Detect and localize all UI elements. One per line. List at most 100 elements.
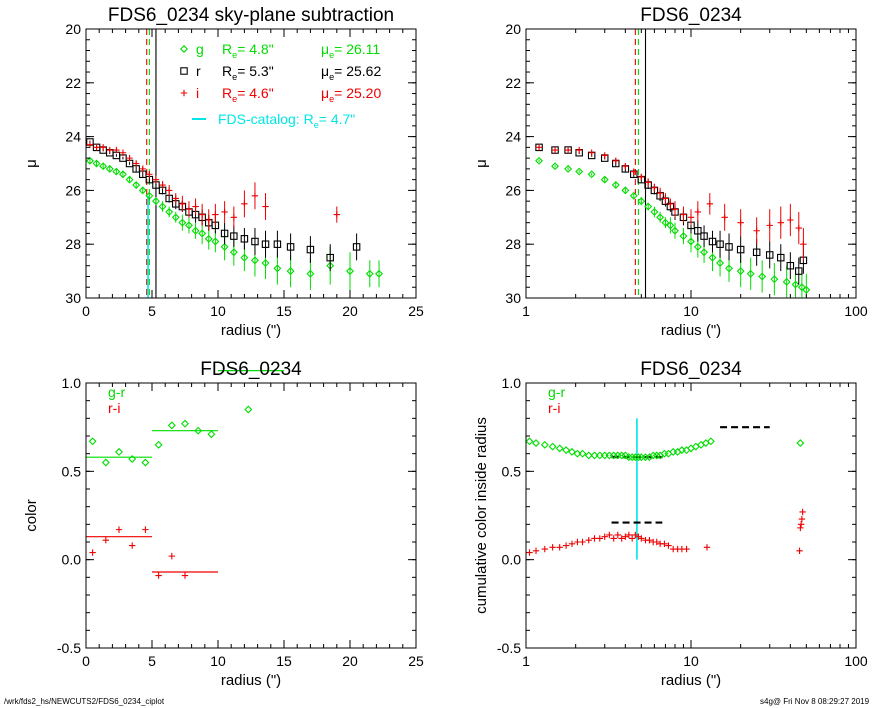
y-axis-label: cumulative color inside radius xyxy=(473,417,490,614)
diamond-marker xyxy=(125,175,134,184)
diamond-marker xyxy=(346,267,354,276)
plus-marker xyxy=(99,144,107,151)
plus-marker xyxy=(139,165,146,173)
plus-marker xyxy=(798,515,806,523)
diamond-marker xyxy=(240,253,249,262)
plus-marker xyxy=(610,535,617,542)
plus-marker xyxy=(796,547,803,555)
y-tick-label: -0.5 xyxy=(57,640,81,656)
legend-mue: μe= 25.20 xyxy=(321,85,381,104)
y-axis-label: μ xyxy=(23,159,40,168)
plus-marker xyxy=(694,208,702,216)
plus-marker xyxy=(588,149,595,156)
x-tick-label: 5 xyxy=(148,303,156,319)
legend-re: Re= 4.6" xyxy=(222,85,274,104)
diamond-marker xyxy=(634,453,643,462)
x-tick-label: 25 xyxy=(408,303,424,319)
plus-marker xyxy=(683,545,690,553)
diamond-marker xyxy=(151,197,160,206)
plus-marker xyxy=(622,162,629,170)
plus-marker xyxy=(159,181,166,189)
diamond-marker xyxy=(229,248,238,257)
diamond-marker xyxy=(637,197,646,206)
diamond-marker xyxy=(535,156,544,165)
diamond-marker xyxy=(770,275,779,284)
x-axis-label: radius (") xyxy=(221,672,281,689)
plot-frame xyxy=(85,382,417,649)
diamond-marker xyxy=(631,453,640,462)
y-tick-label: 26 xyxy=(505,182,521,198)
diamond-marker xyxy=(118,170,127,179)
y-tick-label: 0.0 xyxy=(62,552,82,568)
diamond-marker xyxy=(791,280,800,289)
diamond-marker xyxy=(562,446,571,455)
plus-marker xyxy=(86,141,94,148)
diamond-marker xyxy=(132,181,141,189)
plus-marker xyxy=(93,144,100,151)
plus-marker xyxy=(596,535,603,542)
diamond-marker xyxy=(568,447,576,456)
legend-band: i xyxy=(196,85,199,101)
plus-marker xyxy=(766,222,773,229)
diamond-marker xyxy=(584,451,593,460)
plus-marker xyxy=(142,526,149,533)
square-marker xyxy=(795,267,803,275)
square-marker xyxy=(752,248,761,257)
x-tick-label: 0 xyxy=(82,653,90,669)
diamond-marker xyxy=(261,259,270,268)
y-tick-label: 28 xyxy=(65,236,81,252)
diamond-marker xyxy=(101,458,110,467)
diamond-marker xyxy=(273,264,282,273)
diamond-marker xyxy=(590,451,599,460)
square-marker xyxy=(326,253,334,262)
square-marker xyxy=(736,245,745,254)
x-tick-label: 0 xyxy=(82,303,90,319)
x-tick-label: 100 xyxy=(844,303,868,319)
diamond-marker xyxy=(365,269,374,278)
chart-title: FDS6_0234 xyxy=(200,359,302,380)
plus-marker xyxy=(146,171,153,178)
plus-marker xyxy=(241,200,248,208)
diamond-marker xyxy=(666,221,675,230)
y-tick-label: 22 xyxy=(505,75,521,91)
diamond-marker xyxy=(600,175,609,184)
diamond-marker xyxy=(551,162,560,171)
legend-band: g xyxy=(196,41,204,57)
catalog-legend-text: FDS-catalog: Re= 4.7" xyxy=(218,111,355,130)
diamond-marker xyxy=(706,437,715,446)
y-tick-label: 0.0 xyxy=(502,552,522,568)
plus-marker xyxy=(251,192,259,199)
y-tick-label: 0.5 xyxy=(502,463,522,479)
x-tick-label: 10 xyxy=(210,653,226,669)
diamond-marker xyxy=(375,269,384,278)
diamond-marker xyxy=(191,226,200,235)
diamond-marker xyxy=(693,242,702,251)
diamond-marker xyxy=(782,277,791,286)
square-marker xyxy=(261,240,270,248)
panel-4-legend: g-rr-i xyxy=(548,384,565,416)
diamond-marker xyxy=(661,218,670,227)
plus-marker xyxy=(221,208,228,216)
diamond-marker xyxy=(165,207,174,216)
plus-marker xyxy=(192,203,199,210)
square-marker xyxy=(786,261,795,270)
diamond-marker xyxy=(306,269,315,278)
plus-marker xyxy=(753,227,760,234)
square-marker xyxy=(765,251,774,259)
y-tick-label: 1.0 xyxy=(502,375,522,391)
x-tick-label: 5 xyxy=(148,653,156,669)
x-tick-label: 10 xyxy=(683,653,699,669)
plus-marker xyxy=(687,214,695,221)
panel-3-legend: g-rr-i xyxy=(108,384,125,416)
panel-1-axes: 0 5 10 15 20 25 20 22 24 26 28 30 FDS6_0234 sky-plan… xyxy=(23,5,424,339)
x-tick-label: 1 xyxy=(522,653,530,669)
diamond-marker xyxy=(796,439,805,448)
plus-marker xyxy=(628,535,636,542)
plus-marker xyxy=(532,547,540,555)
square-marker xyxy=(352,243,361,251)
x-tick-label: 15 xyxy=(276,303,292,319)
diamond-marker xyxy=(611,181,620,189)
panel-1-lines xyxy=(146,29,157,298)
square-marker xyxy=(180,67,188,75)
